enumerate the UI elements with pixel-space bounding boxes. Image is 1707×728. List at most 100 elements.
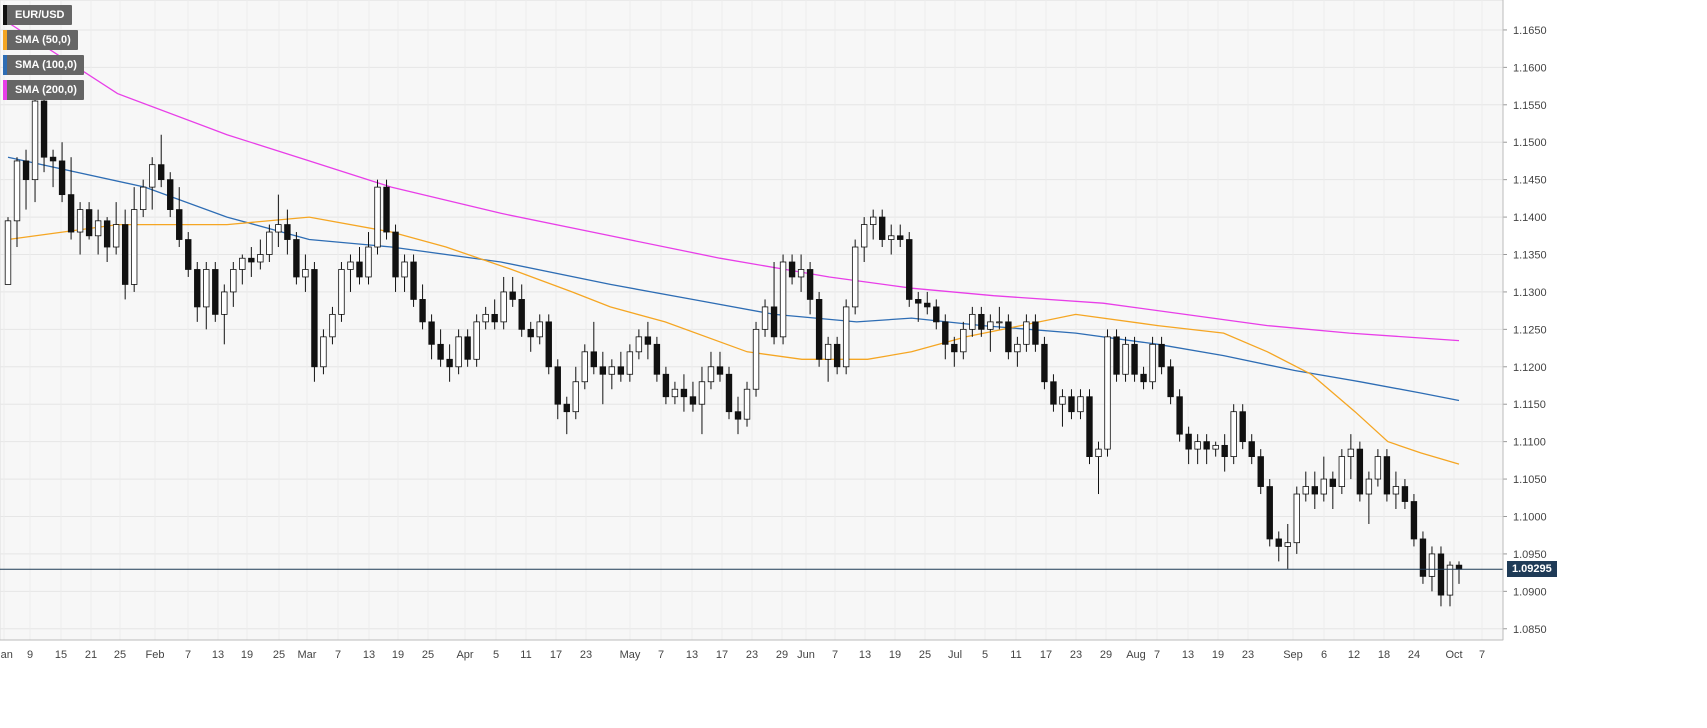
candle-body-down: [978, 313, 985, 330]
candle-body-up: [1338, 456, 1346, 487]
candle-body-down: [85, 209, 93, 237]
candle-body-down: [924, 302, 931, 308]
candle-body-up: [1230, 411, 1237, 458]
x-tick-label: 17: [1040, 649, 1052, 661]
candle-body-up: [266, 231, 273, 255]
candle-body-down: [1041, 343, 1048, 383]
x-tick-label: 21: [85, 649, 97, 661]
candle-body-down: [1176, 396, 1183, 435]
candle-body-up: [671, 388, 679, 398]
x-tick-label: Apr: [456, 649, 473, 661]
candle-body-down: [1050, 381, 1057, 405]
candle-body-up: [1284, 542, 1291, 547]
candle-body-up: [626, 351, 634, 375]
candle-body-up: [76, 209, 84, 233]
x-tick-label: 25: [273, 649, 285, 661]
candle-body-up: [329, 313, 336, 338]
candle-body-down: [833, 343, 841, 368]
candle-body-down: [1005, 321, 1012, 353]
candle-body-up: [1347, 448, 1355, 458]
x-tick-label: 25: [422, 649, 434, 661]
y-tick-label: 1.1550: [1513, 100, 1547, 112]
y-tick-label: 1.1300: [1513, 287, 1547, 299]
candle-body-down: [1419, 538, 1427, 577]
y-tick-label: 1.1200: [1513, 362, 1547, 374]
candle-body-up: [338, 269, 345, 315]
legend-item-sma50[interactable]: SMA (50,0): [3, 30, 78, 50]
x-tick-label: 13: [363, 649, 375, 661]
legend-swatch: [3, 30, 7, 50]
legend-swatch: [3, 80, 7, 100]
current-price-tag: 1.09295: [1507, 561, 1557, 578]
candle-body-up: [230, 269, 237, 293]
candle-body-up: [482, 313, 489, 323]
candle-body-down: [599, 366, 607, 375]
candle-body-down: [951, 343, 958, 353]
y-tick-label: 1.0850: [1513, 624, 1547, 636]
candle-body-up: [473, 321, 480, 360]
x-tick-label: Oct: [1445, 649, 1462, 661]
candle-body-down: [897, 235, 904, 240]
y-tick-label: 1.0900: [1513, 586, 1547, 598]
candle-body-up: [779, 261, 787, 338]
x-tick-label: May: [620, 649, 641, 661]
x-tick-label: 6: [1321, 649, 1327, 661]
candle-body-down: [284, 224, 291, 240]
candle-body-down: [311, 269, 318, 368]
x-tick-label: Jan: [0, 649, 13, 661]
legend-item-eurusd[interactable]: EUR/USD: [3, 5, 72, 25]
x-tick-label: 18: [1378, 649, 1390, 661]
candle-body-up: [112, 224, 120, 248]
x-tick-label: Jul: [948, 649, 962, 661]
y-tick-label: 1.1050: [1513, 474, 1547, 486]
x-tick-label: 13: [686, 649, 698, 661]
candle-body-up: [860, 224, 868, 248]
y-tick-label: 1.1350: [1513, 250, 1547, 262]
candle-body-down: [185, 239, 192, 270]
x-tick-label: 19: [889, 649, 901, 661]
candle-body-down: [725, 373, 733, 413]
candle-body-down: [1275, 538, 1282, 547]
x-tick-label: Sep: [1283, 649, 1303, 661]
x-tick-label: 29: [776, 649, 788, 661]
candle-body-down: [121, 224, 129, 285]
x-tick-label: 13: [212, 649, 224, 661]
candle-body-down: [392, 231, 399, 278]
candle-body-down: [1086, 396, 1093, 458]
candle-body-down: [788, 261, 796, 278]
x-tick-label: 24: [1408, 649, 1420, 661]
candle-body-up: [239, 257, 246, 270]
candle-body-up: [149, 164, 156, 188]
candle-body-up: [1428, 553, 1436, 577]
candle-body-down: [527, 328, 534, 338]
candle-body-up: [1014, 343, 1021, 353]
candle-body-up: [869, 216, 877, 225]
candle-body-down: [734, 411, 742, 420]
candle-body-up: [1212, 444, 1219, 450]
candle-body-up: [581, 351, 588, 383]
candle-body-up: [842, 306, 850, 368]
candle-body-up: [365, 246, 372, 278]
legend-item-sma100[interactable]: SMA (100,0): [3, 55, 84, 75]
candle-body-up: [1194, 441, 1201, 450]
y-tick-label: 1.1600: [1513, 62, 1547, 74]
candle-body-up: [707, 366, 715, 383]
candle-body-up: [13, 160, 21, 222]
candle-body-up: [94, 220, 102, 237]
candle-body-down: [545, 321, 552, 368]
candle-body-up: [960, 328, 967, 353]
x-tick-label: 25: [919, 649, 931, 661]
candle-body-up: [500, 291, 507, 323]
candle-body-down: [1356, 448, 1364, 495]
legend-item-sma200[interactable]: SMA (200,0): [3, 80, 84, 100]
candle-body-down: [176, 209, 183, 240]
candle-body-down: [1383, 456, 1391, 495]
candle-body-down: [428, 321, 435, 345]
candle-body-down: [689, 396, 697, 405]
candle-body-down: [446, 358, 453, 368]
candle-body-down: [419, 299, 426, 323]
candle-body-down: [212, 269, 219, 315]
candle-body-up: [31, 100, 39, 181]
sma-100-line: [7, 156, 1460, 402]
candle-body-up: [1023, 321, 1030, 345]
